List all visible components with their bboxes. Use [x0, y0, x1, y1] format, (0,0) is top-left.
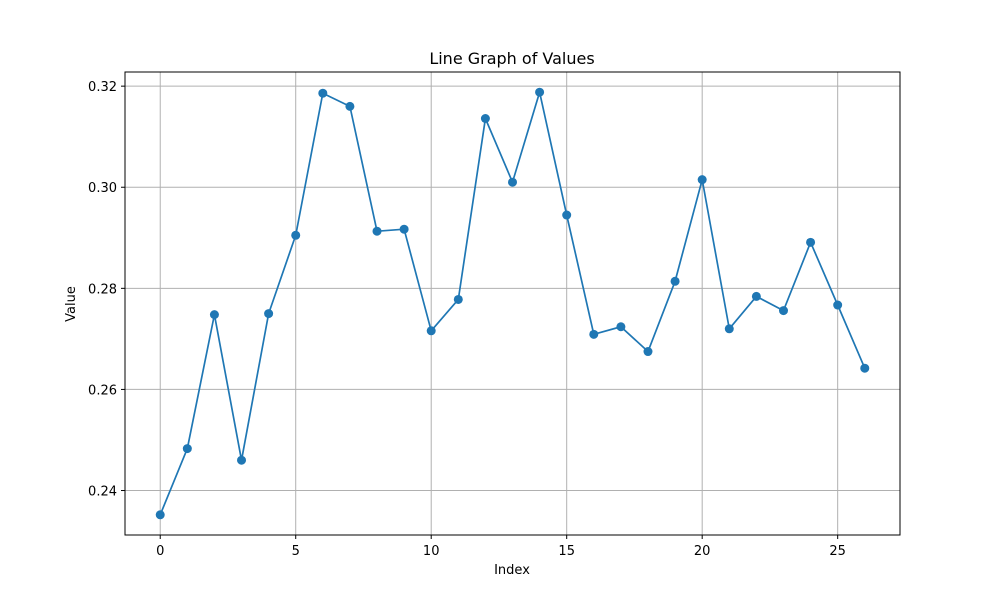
x-tick-label: 15 — [558, 544, 575, 559]
data-point — [453, 294, 463, 304]
data-point — [372, 226, 382, 236]
data-point — [291, 230, 301, 240]
data-point — [399, 224, 409, 234]
data-point — [480, 114, 490, 124]
data-point — [535, 87, 545, 97]
data-point — [833, 300, 843, 310]
data-point — [643, 347, 653, 357]
data-point — [562, 210, 572, 220]
data-point — [209, 310, 219, 320]
data-point — [697, 175, 707, 185]
data-point — [806, 237, 816, 247]
plot-frame — [124, 71, 901, 536]
data-point — [345, 101, 355, 111]
y-axis-label: Value — [64, 286, 79, 322]
data-point — [426, 326, 436, 336]
data-point — [860, 363, 870, 373]
data-points — [155, 87, 870, 520]
y-axis-ticks: 0.24 0.26 0.28 0.30 0.32 — [88, 80, 125, 500]
data-point — [778, 306, 788, 316]
x-tick-label: 5 — [292, 544, 300, 559]
data-point — [508, 177, 517, 187]
y-tick-label: 0.28 — [88, 282, 117, 297]
y-tick-label: 0.30 — [88, 181, 117, 196]
data-point — [670, 276, 680, 286]
data-point — [182, 444, 192, 454]
y-tick-label: 0.32 — [88, 80, 117, 95]
y-tick-label: 0.26 — [88, 383, 117, 398]
series-line — [159, 91, 866, 516]
grid — [125, 72, 900, 535]
x-axis-ticks: 0 5 10 15 20 25 — [156, 535, 846, 559]
y-tick-label: 0.24 — [88, 485, 117, 500]
series-line-layer — [159, 91, 866, 516]
x-axis-label: Index — [494, 563, 530, 578]
data-point — [751, 291, 761, 301]
data-point — [155, 510, 165, 520]
data-point — [264, 309, 274, 319]
data-point — [616, 322, 626, 332]
x-tick-label: 10 — [423, 544, 440, 559]
chart-title: Line Graph of Values — [429, 49, 594, 68]
data-point — [237, 455, 247, 465]
x-tick-label: 0 — [156, 544, 164, 559]
data-point — [589, 329, 599, 339]
x-tick-label: 20 — [694, 544, 711, 559]
data-point — [724, 324, 734, 334]
data-point — [318, 88, 328, 98]
x-tick-label: 25 — [829, 544, 846, 559]
